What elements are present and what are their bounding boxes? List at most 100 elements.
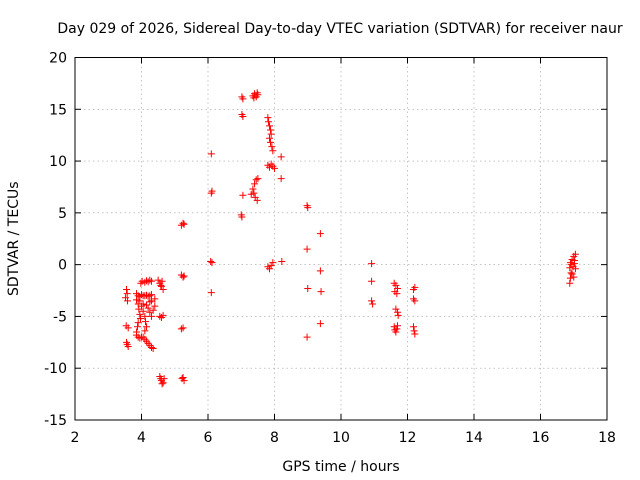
data-point bbox=[146, 292, 154, 300]
data-point bbox=[154, 276, 162, 284]
data-point bbox=[137, 315, 145, 322]
x-tick-label: 16 bbox=[532, 430, 550, 446]
data-point bbox=[239, 113, 247, 121]
data-point bbox=[304, 284, 312, 292]
data-point bbox=[251, 180, 259, 188]
data-point bbox=[141, 327, 149, 335]
data-point bbox=[158, 277, 166, 285]
data-point bbox=[269, 147, 277, 155]
data-point bbox=[179, 273, 187, 281]
data-point bbox=[316, 230, 324, 238]
data-point bbox=[369, 300, 377, 308]
data-point bbox=[142, 291, 150, 299]
data-point bbox=[277, 153, 285, 161]
y-tick-label: 10 bbox=[49, 154, 67, 170]
data-point bbox=[180, 220, 188, 228]
data-point bbox=[316, 320, 324, 328]
data-point bbox=[269, 259, 277, 267]
data-point bbox=[141, 278, 149, 286]
data-point bbox=[207, 258, 215, 266]
x-tick-label: 12 bbox=[399, 430, 417, 446]
data-point bbox=[138, 291, 145, 299]
data-point bbox=[238, 213, 246, 221]
data-point bbox=[147, 277, 155, 285]
data-point bbox=[144, 304, 152, 312]
data-point bbox=[278, 258, 286, 266]
data-point bbox=[136, 297, 144, 305]
data-point bbox=[177, 325, 185, 333]
data-point bbox=[142, 323, 150, 331]
data-point bbox=[570, 257, 578, 264]
data-point bbox=[567, 269, 575, 277]
data-point bbox=[144, 292, 152, 300]
data-point bbox=[265, 118, 273, 126]
data-point bbox=[316, 267, 324, 275]
data-point bbox=[207, 150, 215, 158]
data-point bbox=[266, 134, 274, 142]
data-point bbox=[266, 265, 274, 273]
data-point bbox=[144, 278, 152, 286]
data-point bbox=[147, 312, 155, 320]
data-point bbox=[139, 300, 147, 308]
data-point bbox=[250, 189, 258, 197]
x-tick-label: 18 bbox=[598, 430, 616, 446]
data-point bbox=[134, 323, 142, 331]
data-point bbox=[149, 345, 157, 353]
data-point bbox=[267, 138, 275, 146]
data-point bbox=[253, 196, 261, 204]
data-point bbox=[136, 310, 144, 318]
data-point bbox=[566, 279, 574, 287]
data-point bbox=[368, 297, 376, 305]
data-point bbox=[566, 264, 574, 272]
data-point bbox=[208, 187, 216, 195]
data-point bbox=[180, 272, 188, 280]
data-point bbox=[392, 328, 400, 336]
data-point bbox=[180, 377, 188, 385]
data-point bbox=[571, 265, 579, 273]
data-point bbox=[571, 250, 579, 258]
data-point bbox=[409, 323, 417, 331]
data-point bbox=[411, 283, 419, 291]
data-point bbox=[156, 312, 164, 320]
y-tick-label: -5 bbox=[53, 309, 67, 325]
data-point bbox=[570, 273, 578, 281]
data-point bbox=[239, 191, 247, 199]
axis-ticks: 2 4 6 8 10 12 14 16 18 -15 -10 -5 0 5 10 15 20 bbox=[44, 51, 616, 447]
data-point bbox=[267, 126, 275, 134]
data-point bbox=[239, 95, 247, 103]
x-tick-label: 8 bbox=[270, 430, 279, 446]
data-point bbox=[567, 261, 575, 269]
x-tick-label: 6 bbox=[204, 430, 213, 446]
data-point bbox=[146, 298, 154, 306]
data-point bbox=[267, 130, 275, 138]
data-point bbox=[141, 318, 149, 326]
data-point bbox=[157, 281, 165, 289]
data-point bbox=[411, 330, 419, 338]
data-point bbox=[158, 380, 166, 388]
data-point bbox=[159, 311, 167, 319]
data-point bbox=[123, 286, 131, 293]
data-point bbox=[392, 305, 400, 313]
data-point bbox=[392, 281, 400, 289]
data-point bbox=[149, 306, 157, 314]
data-point bbox=[207, 289, 215, 297]
data-point bbox=[410, 327, 418, 335]
data-point bbox=[393, 325, 401, 333]
data-point bbox=[268, 143, 276, 151]
data-point bbox=[411, 297, 419, 305]
data-point bbox=[159, 286, 167, 293]
grid-lines bbox=[75, 57, 607, 420]
data-point bbox=[393, 290, 401, 298]
data-point bbox=[124, 297, 132, 305]
chart-title: Day 029 of 2026, Sidereal Day-to-day VTE… bbox=[57, 21, 623, 37]
data-point bbox=[317, 288, 325, 296]
data-point bbox=[147, 344, 155, 351]
data-point bbox=[568, 270, 576, 278]
data-point bbox=[151, 302, 159, 310]
data-point bbox=[147, 291, 155, 299]
data-point bbox=[159, 379, 167, 387]
data-point bbox=[141, 312, 149, 320]
data-point bbox=[123, 290, 131, 298]
data-point bbox=[142, 301, 150, 309]
